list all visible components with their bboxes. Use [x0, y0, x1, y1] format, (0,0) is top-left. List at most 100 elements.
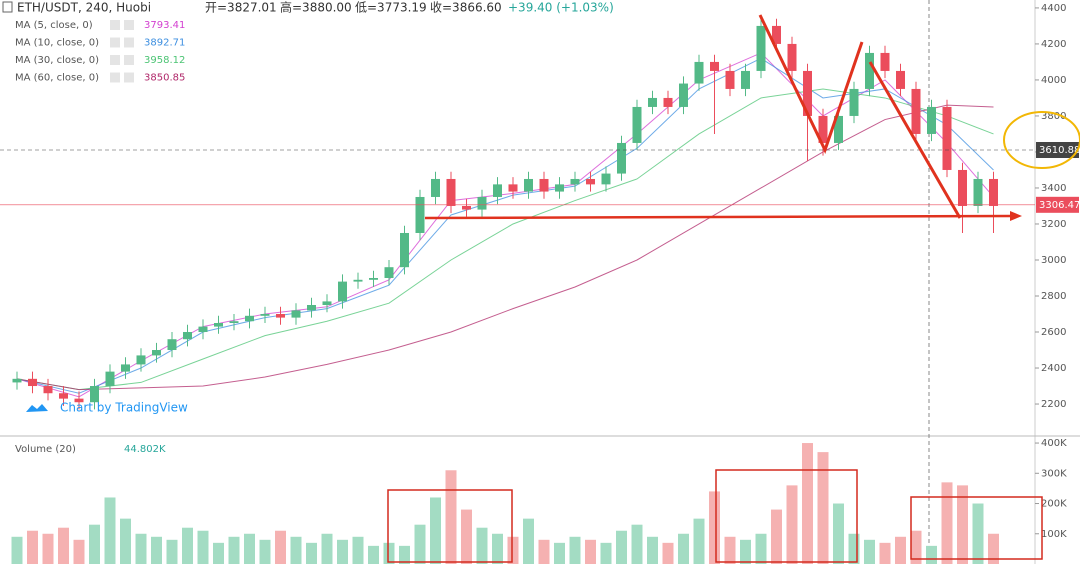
volume-bar [709, 491, 720, 564]
y-tick-label: 4000 [1041, 75, 1066, 86]
candle-body [462, 205, 471, 210]
volume-bar [507, 536, 519, 564]
volume-bar [786, 485, 798, 564]
ma-settings-icon [110, 20, 120, 30]
volume-bar [957, 485, 968, 564]
candle-body [725, 70, 735, 89]
ma-close-icon [124, 20, 134, 30]
highlight-box [910, 496, 1043, 560]
volume-bar [461, 509, 472, 564]
volume-bar [58, 527, 69, 564]
candle-body [415, 196, 425, 233]
candle-body [493, 184, 502, 197]
candle-body [446, 178, 456, 206]
volume-bar [383, 542, 395, 564]
volume-bar [724, 536, 736, 564]
ma-settings-icon [110, 72, 120, 83]
candle-body [942, 106, 952, 170]
volume-bar [321, 533, 333, 564]
volume-bar [337, 539, 348, 564]
candle-body [555, 184, 564, 192]
pattern-line [758, 14, 864, 154]
y-tick-label: 3400 [1041, 183, 1066, 194]
volume-tick-label: 400K [1041, 438, 1067, 449]
candle-body [834, 115, 843, 143]
volume-bar [833, 503, 844, 564]
ma-value: 3793.41 [144, 20, 185, 31]
volume-bar [740, 539, 751, 564]
ma-name: MA (30, close, 0) [15, 55, 99, 66]
candle-body [694, 61, 704, 84]
ma-name: MA (60, close, 0) [15, 73, 99, 84]
volume-bar [585, 539, 596, 564]
highlight-box [387, 489, 513, 563]
volume-bar [151, 536, 162, 564]
header: ETH/USDT, 240, Huobi 开=3827.01 高=3880.00… [2, 0, 614, 455]
volume-bar [693, 518, 705, 564]
volume-title: Volume (20) [15, 444, 76, 455]
candle-body [787, 43, 797, 71]
y-tick-label: 3200 [1041, 219, 1066, 230]
volume-bar [895, 536, 906, 564]
candle-body [896, 70, 905, 89]
candle-body [756, 25, 766, 71]
volume-bar [27, 530, 38, 564]
ma-close-icon [124, 72, 134, 83]
ma-line [16, 104, 994, 391]
volume-bar [42, 533, 54, 564]
candle-body [167, 339, 177, 351]
candle-body [803, 70, 812, 116]
volume-bar [616, 530, 627, 564]
volume-bar [244, 533, 255, 564]
candle-body [291, 310, 301, 318]
volume-bar [848, 533, 860, 564]
ma-name: MA (5, close, 0) [15, 20, 93, 31]
ma-close-icon [124, 37, 134, 48]
support-line [424, 214, 1013, 220]
volume-bar [802, 443, 813, 564]
candle-body [74, 398, 84, 403]
volume-bar [89, 524, 100, 564]
volume-bar [306, 542, 317, 564]
ma-value: 3892.71 [144, 38, 185, 49]
y-tick-label: 3000 [1041, 255, 1066, 266]
volume-bar [445, 470, 457, 564]
highlight-box [715, 469, 858, 563]
volume-bar [166, 539, 178, 564]
candle-body [772, 25, 781, 44]
ma-value: 3850.85 [144, 73, 185, 84]
y-tick-label: 2600 [1041, 327, 1066, 338]
collapse-icon[interactable] [2, 1, 13, 13]
volume-tick-label: 300K [1041, 468, 1067, 479]
candle-body [229, 321, 239, 324]
candle-body [880, 52, 890, 71]
volume-bar [197, 530, 209, 564]
price-badge [1036, 196, 1079, 213]
change-label: +39.40 (+1.03%) [508, 1, 614, 15]
candle-body [958, 169, 967, 206]
volume-bar [11, 536, 23, 564]
volume-bar [538, 539, 550, 564]
candle-body [136, 355, 146, 365]
volume-bar [554, 542, 565, 564]
y-tick-label: 4200 [1041, 39, 1066, 50]
volume-bar [662, 542, 674, 564]
volume-bar [492, 533, 503, 564]
volume-bar [988, 533, 999, 564]
y-tick-label: 2200 [1041, 399, 1066, 410]
volume-bar [879, 542, 891, 564]
candle-body [524, 178, 533, 192]
candle-body [276, 314, 285, 318]
watermark: Chart by TradingView [60, 401, 188, 415]
volume-bar [926, 545, 937, 564]
candle-body [570, 178, 580, 185]
volume-bar [275, 530, 286, 564]
candle-body [741, 70, 750, 89]
high-label: 高=3880.00 [280, 0, 352, 15]
volume-bar [569, 536, 581, 564]
volume-bar [213, 542, 224, 564]
candle-body [539, 178, 549, 192]
candle-body [183, 332, 192, 340]
candle-body [152, 350, 161, 356]
low-label: 低=3773.19 [355, 1, 427, 15]
